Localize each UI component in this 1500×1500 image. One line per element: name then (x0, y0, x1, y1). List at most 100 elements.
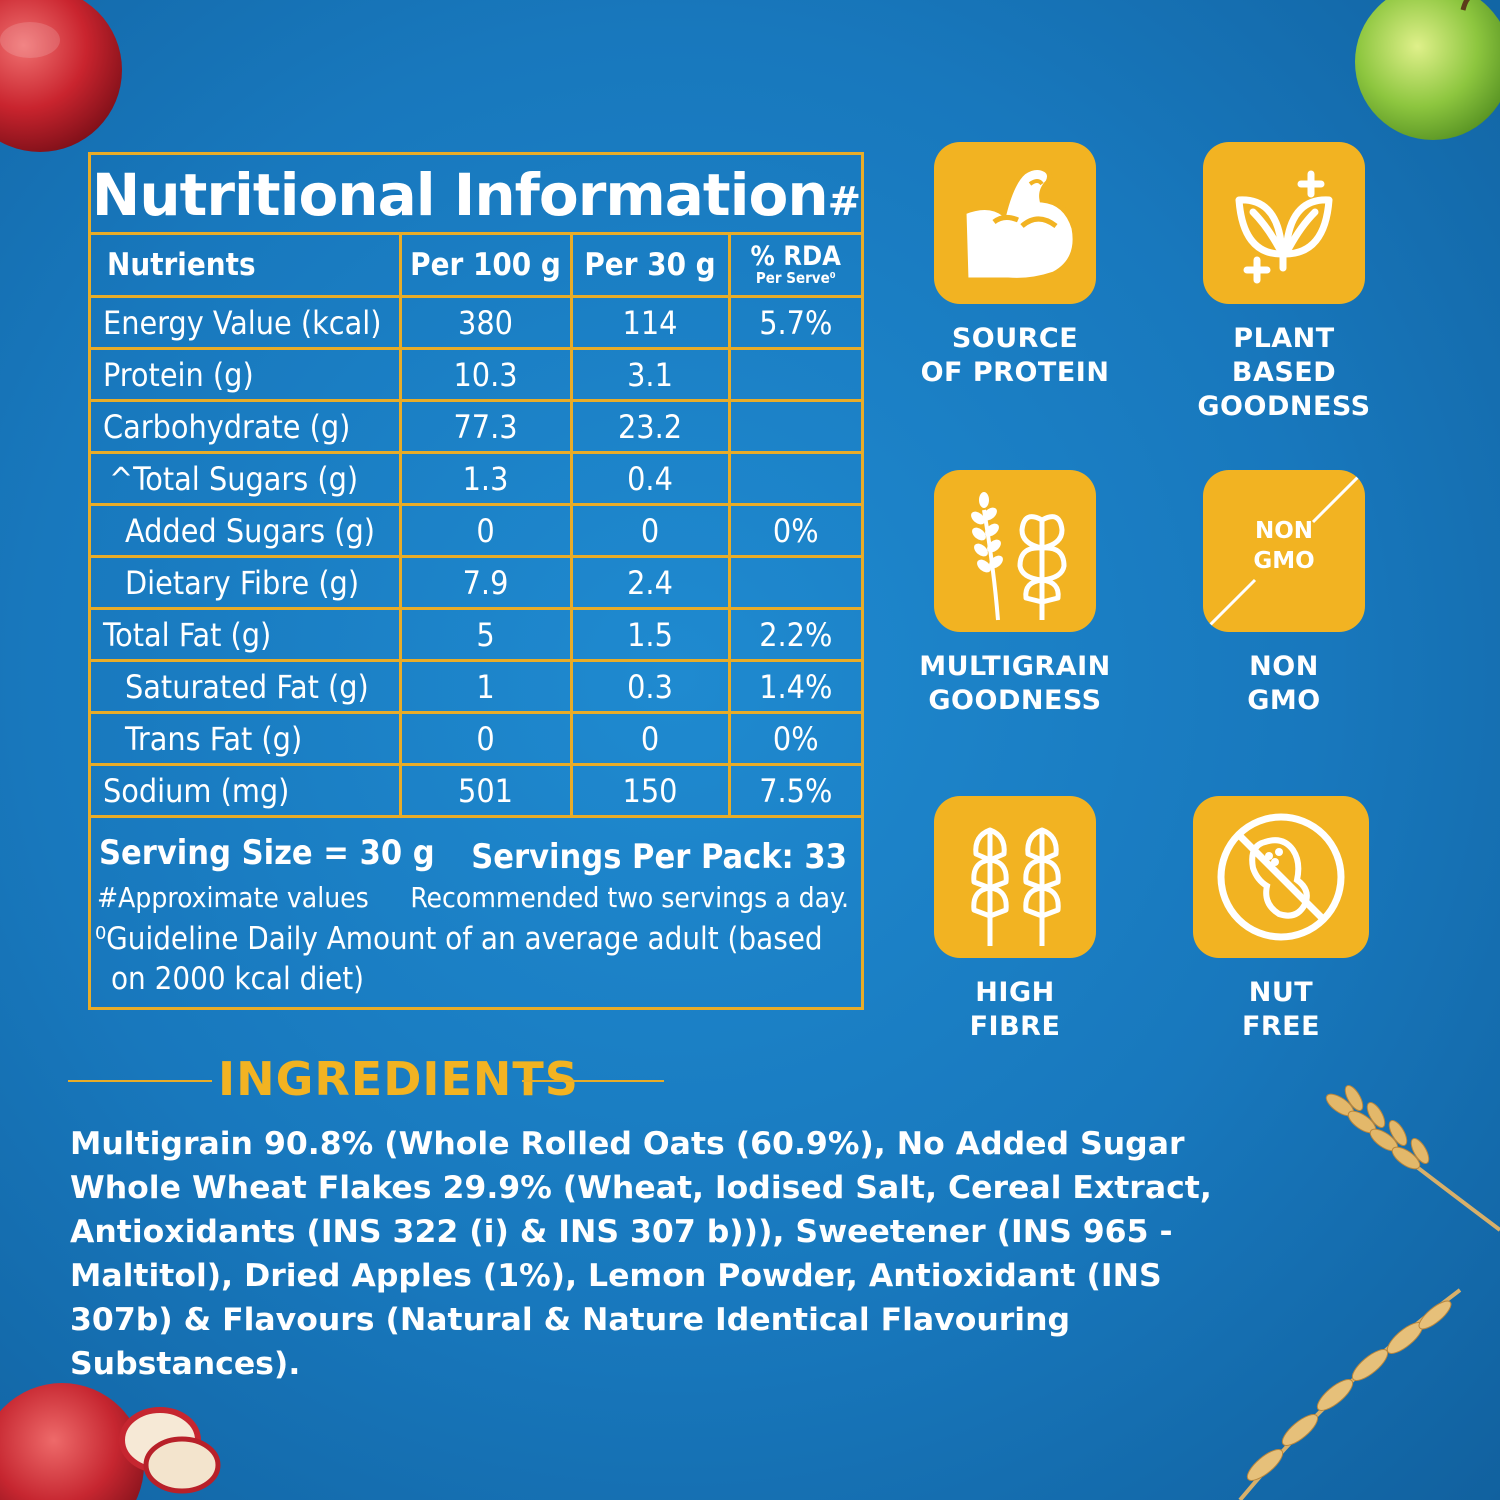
badge-high-fibre: HIGH FIBRE (880, 796, 1150, 1044)
nutrient-name: Energy Value (kcal) (91, 295, 402, 350)
nutrition-facts-panel: Nutritional Information# Nutrients Per 1… (88, 152, 864, 1010)
badge-tile: NON GMO (1203, 470, 1365, 632)
nutrient-per-30g: 0 (569, 711, 731, 766)
table-row: Dietary Fibre (g) 7.9 2.4 (91, 555, 861, 610)
badge-label-line2: FIBRE (969, 1011, 1061, 1042)
table-row: Saturated Fat (g) 1 0.3 1.4% (91, 659, 861, 714)
badge-label-line2: GOODNESS (928, 685, 1102, 716)
badge-label-line2: OF PROTEIN (920, 357, 1110, 388)
badge-label: MULTIGRAIN GOODNESS (880, 650, 1150, 718)
nutrient-per-100g: 1.3 (398, 451, 573, 506)
header-per-30g: Per 30 g (569, 235, 731, 298)
approximate-values-note: #Approximate values (97, 881, 369, 914)
badge-tile (934, 470, 1096, 632)
nutrient-rda: 5.7% (727, 295, 861, 350)
badge-tile (934, 796, 1096, 958)
badge-label-line1: SOURCE (951, 323, 1079, 354)
badge-tile (1193, 796, 1369, 958)
nutrient-name: Sodium (mg) (91, 763, 402, 818)
badge-label: SOURCE OF PROTEIN (880, 322, 1150, 390)
header-rda-label: % RDA (750, 241, 841, 272)
table-row: Carbohydrate (g) 77.3 23.2 (91, 399, 861, 454)
badge-label: NUT FREE (1146, 976, 1416, 1044)
nutrient-name: Saturated Fat (g) (91, 659, 402, 714)
non-gmo-icon-text-line2: GMO (1253, 548, 1315, 574)
nutrient-per-30g: 0 (569, 503, 731, 558)
nutrition-title-text: Nutritional Information (91, 161, 829, 229)
badge-label-line1: NUT (1248, 977, 1314, 1008)
badge-label-line2: FREE (1241, 1011, 1321, 1042)
nutrient-rda (727, 399, 861, 454)
red-apple-top-left-image (0, 0, 122, 152)
green-apple-top-right-image (1355, 0, 1500, 140)
nutrient-per-100g: 501 (398, 763, 573, 818)
nutrient-rda: 2.2% (727, 607, 861, 662)
nutrient-name: ^Total Sugars (g) (91, 451, 402, 506)
header-rda: % RDA Per Serve⁰ (727, 235, 861, 298)
table-row: Total Fat (g) 5 1.5 2.2% (91, 607, 861, 662)
table-row: Added Sugars (g) 0 0 0% (91, 503, 861, 558)
nutrient-rda: 1.4% (727, 659, 861, 714)
nutrient-per-100g: 5 (398, 607, 573, 662)
nutrition-footer: Serving Size = 30 g Servings Per Pack: 3… (91, 827, 861, 1007)
non-gmo-icon-text: NON GMO (1203, 516, 1365, 576)
nutrient-rda (727, 555, 861, 610)
nutrient-per-30g: 3.1 (569, 347, 731, 402)
badge-tile (1203, 142, 1365, 304)
serving-size: Serving Size = 30 g (99, 833, 435, 873)
table-row: Energy Value (kcal) 380 114 5.7% (91, 295, 861, 350)
multigrain-icon (971, 492, 1067, 621)
nutrient-per-100g: 77.3 (398, 399, 573, 454)
wheat-oats-bottom-right-image (1238, 1085, 1500, 1500)
nutrient-rda (727, 347, 861, 402)
nutrient-per-100g: 380 (398, 295, 573, 350)
badge-label-line2: BASED GOODNESS (1197, 357, 1371, 422)
nutrient-per-100g: 7.9 (398, 555, 573, 610)
table-row: Protein (g) 10.3 3.1 (91, 347, 861, 402)
nutrient-per-30g: 23.2 (569, 399, 731, 454)
nutrient-name: Protein (g) (91, 347, 402, 402)
badge-nut-free: NUT FREE (1146, 796, 1416, 1044)
badge-label-line1: HIGH (975, 977, 1055, 1008)
nutrient-per-100g: 0 (398, 503, 573, 558)
badge-label: HIGH FIBRE (880, 976, 1150, 1044)
badge-label: PLANT BASED GOODNESS (1149, 322, 1419, 424)
badge-label-line1: PLANT (1233, 323, 1335, 354)
badge-non-gmo: NON GMO NON GMO (1149, 470, 1419, 718)
table-row: ^Total Sugars (g) 1.3 0.4 (91, 451, 861, 506)
nutrient-name: Trans Fat (g) (91, 711, 402, 766)
nutrient-per-100g: 0 (398, 711, 573, 766)
non-gmo-icon (1203, 470, 1365, 632)
recommended-servings-note: Recommended two servings a day. (410, 881, 849, 914)
nutrition-header-row: Nutrients Per 100 g Per 30 g % RDA Per S… (91, 235, 861, 298)
badge-plant-based-goodness: PLANT BASED GOODNESS (1149, 142, 1419, 424)
ingredients-rule-left (68, 1080, 212, 1082)
guideline-note-line1: ⁰Guideline Daily Amount of an average ad… (95, 921, 823, 957)
nutrient-per-30g: 0.3 (569, 659, 731, 714)
nutrient-rda: 0% (727, 503, 861, 558)
header-per-100g: Per 100 g (398, 235, 573, 298)
nutrient-rda (727, 451, 861, 506)
nutrient-name: Total Fat (g) (91, 607, 402, 662)
table-row: Sodium (mg) 501 150 7.5% (91, 763, 861, 818)
nutrient-per-30g: 150 (569, 763, 731, 818)
ingredients-text: Multigrain 90.8% (Whole Rolled Oats (60.… (70, 1126, 1212, 1382)
nutrient-rda: 7.5% (727, 763, 861, 818)
apple-slices-bottom-left-image (0, 1383, 221, 1500)
header-nutrients: Nutrients (91, 235, 402, 298)
nutrition-table: Nutrients Per 100 g Per 30 g % RDA Per S… (91, 235, 861, 818)
badge-source-of-protein: SOURCE OF PROTEIN (880, 142, 1150, 390)
nutrient-per-100g: 10.3 (398, 347, 573, 402)
nutrition-title: Nutritional Information# (91, 155, 861, 235)
ingredients-title: INGREDIENTS (218, 1052, 579, 1106)
badge-label: NON GMO (1149, 650, 1419, 718)
nutrient-per-100g: 1 (398, 659, 573, 714)
nutrient-rda: 0% (727, 711, 861, 766)
badge-multigrain-goodness: MULTIGRAIN GOODNESS (880, 470, 1150, 718)
guideline-note-line2: on 2000 kcal diet) (111, 961, 365, 997)
nutrition-title-mark: # (827, 179, 862, 225)
badge-label-line2: GMO (1247, 685, 1321, 716)
nutrient-per-30g: 1.5 (569, 607, 731, 662)
no-nut-icon (1217, 813, 1345, 941)
leaves-plus-icon (1235, 170, 1333, 284)
